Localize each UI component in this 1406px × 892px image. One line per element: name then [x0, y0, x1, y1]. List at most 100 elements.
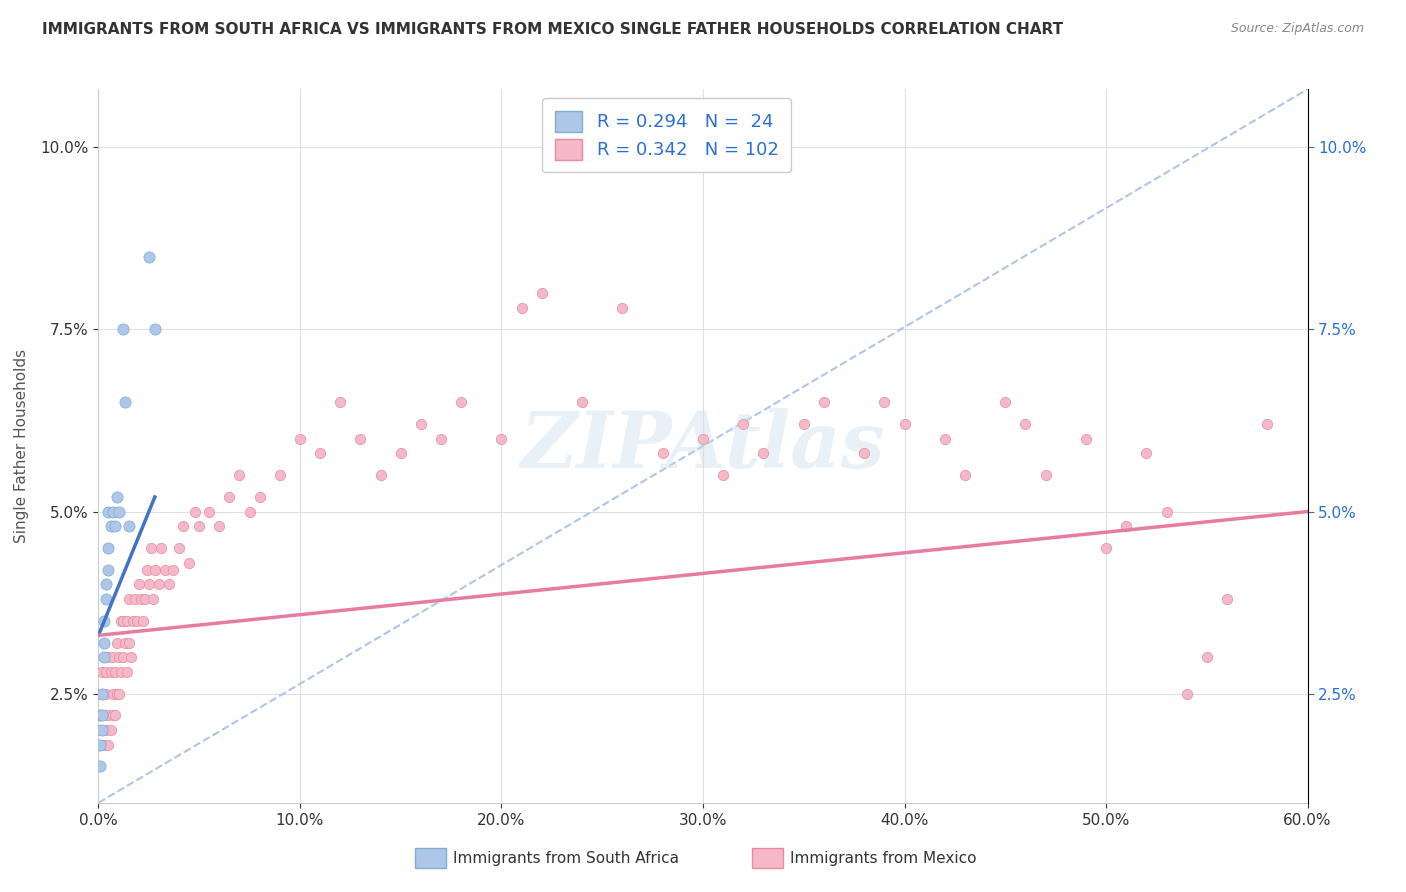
Point — [91, 708, 114, 723]
Point — [138, 250, 160, 264]
Point — [148, 577, 170, 591]
Point — [96, 723, 118, 737]
Point — [93, 650, 115, 665]
Point — [692, 432, 714, 446]
Point — [853, 446, 876, 460]
Point — [96, 665, 118, 679]
Point — [118, 635, 141, 649]
Point — [530, 286, 553, 301]
Point — [1115, 519, 1137, 533]
Point — [135, 563, 157, 577]
Point — [100, 723, 122, 737]
Point — [105, 687, 128, 701]
Point — [97, 563, 120, 577]
Point — [105, 635, 128, 649]
Point — [96, 577, 118, 591]
Point — [101, 650, 124, 665]
Point — [101, 504, 124, 518]
Point — [111, 614, 134, 628]
Point — [89, 723, 111, 737]
Point — [228, 468, 250, 483]
Point — [91, 687, 114, 701]
Point — [184, 504, 207, 518]
Point — [105, 490, 128, 504]
Point — [96, 591, 118, 606]
Text: Immigrants from Mexico: Immigrants from Mexico — [790, 851, 977, 865]
Point — [1095, 541, 1118, 555]
Point — [107, 650, 129, 665]
Point — [813, 395, 835, 409]
Point — [100, 519, 122, 533]
Point — [571, 395, 593, 409]
Point — [103, 519, 125, 533]
Point — [120, 650, 142, 665]
Point — [97, 738, 120, 752]
Point — [91, 708, 114, 723]
Point — [430, 432, 453, 446]
Point — [96, 687, 118, 701]
Point — [1014, 417, 1036, 432]
Point — [167, 541, 190, 555]
Point — [128, 577, 150, 591]
Point — [97, 541, 120, 555]
Point — [93, 614, 115, 628]
Point — [143, 322, 166, 336]
Point — [103, 708, 125, 723]
Point — [651, 446, 673, 460]
Point — [89, 738, 111, 752]
Point — [121, 614, 143, 628]
Point — [409, 417, 432, 432]
Point — [349, 432, 371, 446]
Point — [239, 504, 262, 518]
Point — [129, 591, 152, 606]
Point — [172, 519, 194, 533]
Legend: R = 0.294   N =  24, R = 0.342   N = 102: R = 0.294 N = 24, R = 0.342 N = 102 — [543, 98, 792, 172]
Point — [115, 614, 138, 628]
Point — [1256, 417, 1278, 432]
Point — [1074, 432, 1097, 446]
Point — [612, 301, 634, 315]
Point — [115, 665, 138, 679]
Point — [103, 665, 125, 679]
Point — [1035, 468, 1057, 483]
Point — [162, 563, 184, 577]
Point — [188, 519, 211, 533]
Point — [893, 417, 915, 432]
Point — [510, 301, 533, 315]
Point — [111, 322, 134, 336]
Point — [733, 417, 755, 432]
Point — [1216, 591, 1239, 606]
Point — [249, 490, 271, 504]
Point — [1135, 446, 1157, 460]
Point — [1195, 650, 1218, 665]
Point — [93, 738, 115, 752]
Point — [124, 591, 146, 606]
Point — [793, 417, 815, 432]
Point — [153, 563, 176, 577]
Point — [288, 432, 311, 446]
Text: ZIPAtlas: ZIPAtlas — [520, 408, 886, 484]
Point — [111, 650, 134, 665]
Point — [110, 665, 132, 679]
Point — [1175, 687, 1198, 701]
Point — [309, 446, 332, 460]
Point — [994, 395, 1017, 409]
Point — [91, 665, 114, 679]
Point — [107, 687, 129, 701]
Point — [450, 395, 472, 409]
Point — [934, 432, 956, 446]
Point — [953, 468, 976, 483]
Point — [114, 635, 136, 649]
Point — [134, 591, 156, 606]
Point — [1156, 504, 1178, 518]
Point — [491, 432, 513, 446]
Point — [101, 687, 124, 701]
Point — [149, 541, 172, 555]
Point — [208, 519, 231, 533]
Point — [114, 395, 136, 409]
Point — [389, 446, 412, 460]
Point — [101, 708, 124, 723]
Point — [100, 665, 122, 679]
Point — [370, 468, 392, 483]
Point — [138, 577, 160, 591]
